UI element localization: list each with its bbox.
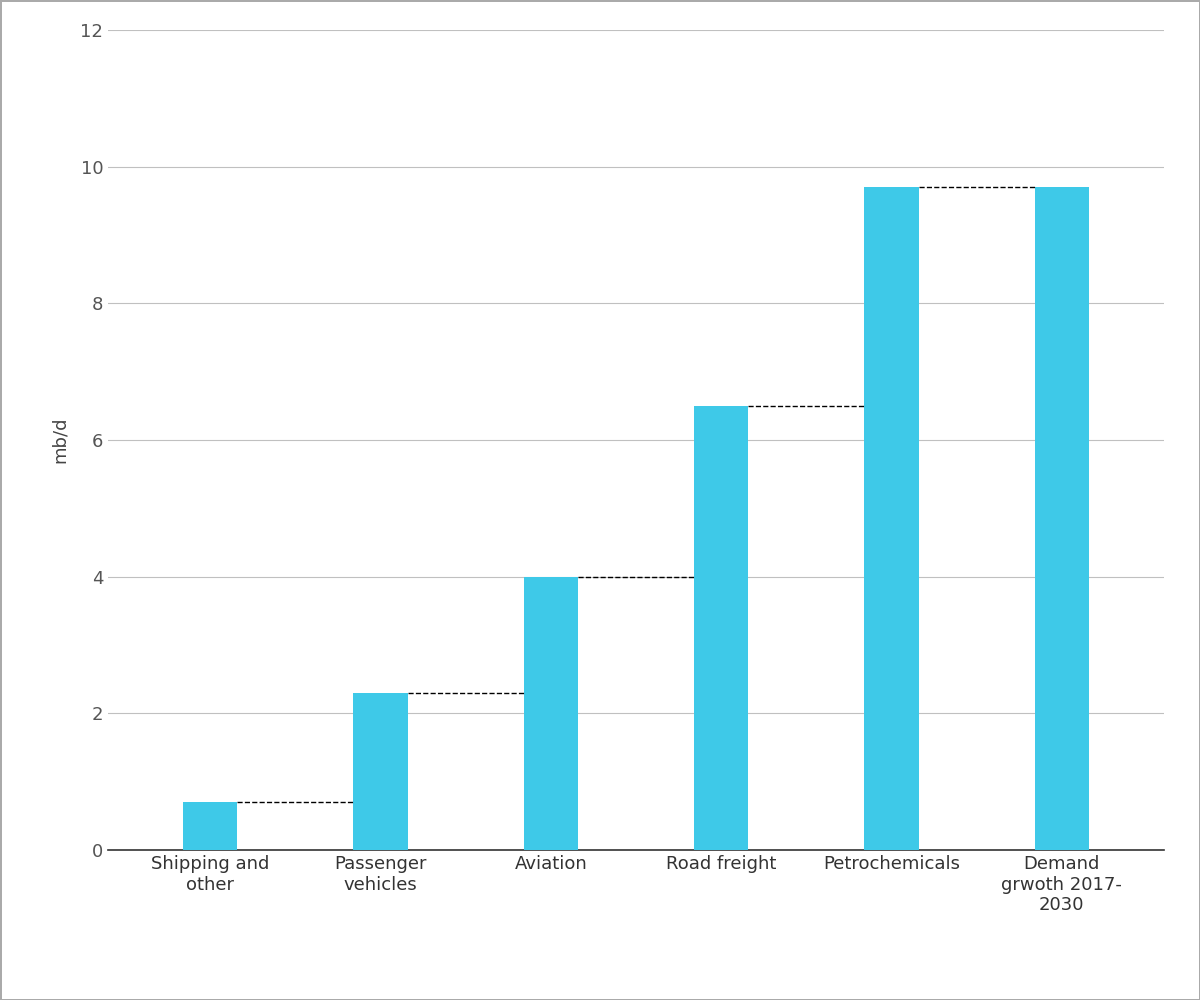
Bar	[694, 406, 749, 850]
Bar	[523, 577, 578, 850]
Bar	[1034, 187, 1090, 850]
Bar	[182, 802, 238, 850]
Y-axis label: mb/d: mb/d	[52, 417, 70, 463]
Bar	[353, 693, 408, 850]
Bar	[864, 187, 919, 850]
